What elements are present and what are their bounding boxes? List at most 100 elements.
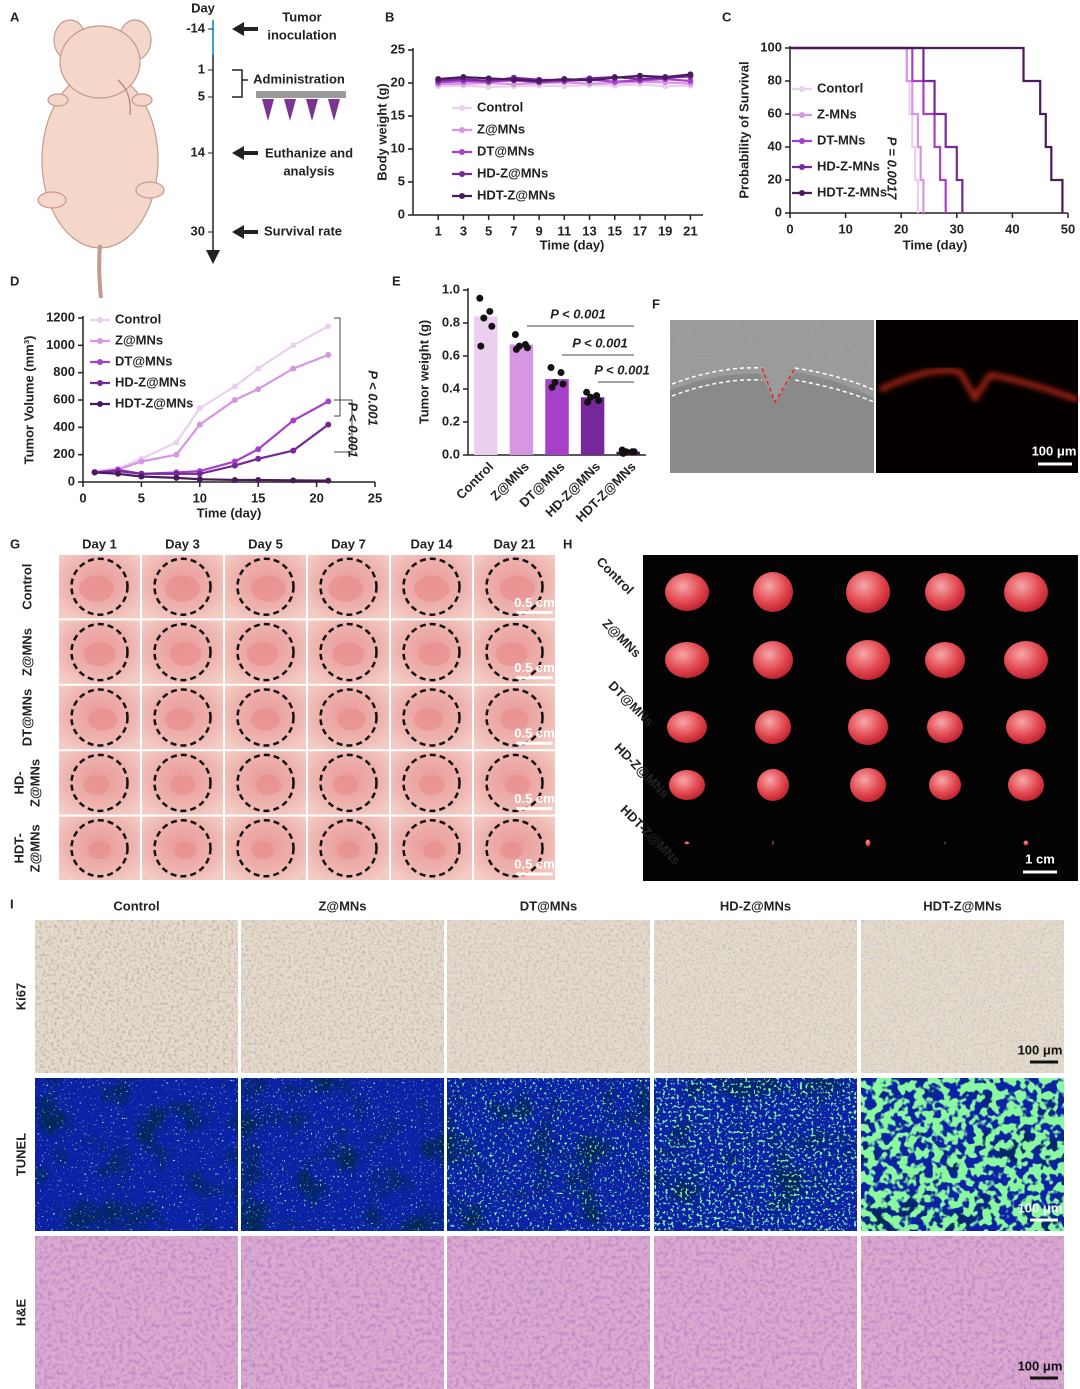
legend-label: DT@MNs xyxy=(477,143,534,158)
x-axis-label: Time (day) xyxy=(540,237,605,252)
row-label: Z@MNs xyxy=(599,616,644,661)
data-point xyxy=(548,383,556,391)
legend-label: Contorl xyxy=(817,80,863,95)
legend-marker xyxy=(459,171,465,177)
legend-marker xyxy=(459,193,465,199)
tumor-bump xyxy=(88,841,111,860)
tumor xyxy=(846,640,890,680)
he-texture xyxy=(447,1236,650,1389)
dashed-circle xyxy=(236,819,295,878)
panel-label: C xyxy=(722,9,732,24)
y-tick-label: 20 xyxy=(768,171,782,186)
point xyxy=(536,78,543,85)
x-tick-label: 0 xyxy=(786,221,793,236)
point xyxy=(231,397,238,403)
event-label: inoculation xyxy=(267,27,336,42)
scale-bar-label: 1 cm xyxy=(1025,851,1055,866)
tumor-bump xyxy=(255,774,282,795)
point xyxy=(255,455,262,462)
dashed-circle xyxy=(402,557,461,616)
point xyxy=(138,473,145,480)
legend-marker xyxy=(799,86,805,92)
dashed-circle xyxy=(153,688,212,747)
tumor-bump xyxy=(328,575,363,602)
point xyxy=(325,398,332,405)
point xyxy=(173,439,180,446)
legend-label: Control xyxy=(115,311,161,326)
event-label: Tumor xyxy=(282,9,321,24)
dashed-circle xyxy=(153,622,212,682)
y-tick-label: 0.0 xyxy=(442,446,460,461)
panel-label: E xyxy=(392,273,401,288)
data-point xyxy=(630,448,638,456)
y-tick-label: 1000 xyxy=(46,337,75,352)
x-tick-label: 10 xyxy=(838,221,852,236)
point xyxy=(325,421,332,428)
p-value: P < 0.001 xyxy=(572,335,628,350)
legend-label: DT@MNs xyxy=(115,353,172,368)
y-tick-label: 1200 xyxy=(46,309,75,324)
legend-label: HDT-Z-MNs xyxy=(817,184,887,199)
tumor-bump xyxy=(504,774,531,795)
dashed-circle xyxy=(153,557,212,616)
y-tick-label: 0.2 xyxy=(442,413,460,428)
tumor-bump xyxy=(423,841,446,860)
y-tick-label: 0 xyxy=(775,204,782,219)
legend-marker xyxy=(97,317,103,323)
he-texture xyxy=(241,1236,444,1389)
data-point xyxy=(595,397,603,405)
point xyxy=(687,71,694,78)
tumor xyxy=(850,768,886,802)
dashed-circle xyxy=(485,753,544,813)
timeline-title: Day xyxy=(191,0,216,15)
x-tick-label: 5 xyxy=(138,490,145,505)
ki67-nuclei xyxy=(861,920,1064,1073)
x-tick-label: 50 xyxy=(1061,221,1075,236)
panel-label: H xyxy=(563,536,572,551)
point xyxy=(636,72,643,79)
dashed-circle xyxy=(319,688,378,747)
x-tick-label: 0 xyxy=(79,490,86,505)
x-tick-label: 15 xyxy=(251,490,265,505)
x-tick-label: 20 xyxy=(309,490,323,505)
tunel-signal xyxy=(35,1078,238,1231)
y-tick-label: 0 xyxy=(68,473,75,488)
tumor-bump xyxy=(332,642,365,667)
tumor-bump xyxy=(414,708,443,731)
point xyxy=(586,77,593,84)
column-header: Control xyxy=(113,898,159,913)
legend-label: HDT-Z@MNs xyxy=(477,187,555,202)
x-tick-label: 17 xyxy=(633,223,647,238)
row-label: DT@MNs xyxy=(19,689,34,746)
panel-label: F xyxy=(652,296,660,311)
y-tick-label: 40 xyxy=(768,138,782,153)
day-label: 1 xyxy=(198,61,205,76)
panel-label: I xyxy=(10,896,14,911)
tumor-bump xyxy=(414,575,449,602)
data-point xyxy=(486,307,494,315)
scale-bar-label: 100 μm xyxy=(1018,1200,1063,1215)
data-point xyxy=(480,314,488,322)
y-tick-label: 600 xyxy=(53,391,75,406)
data-point xyxy=(512,345,520,353)
dashed-circle xyxy=(402,819,461,878)
dashed-circle xyxy=(402,688,461,747)
legend-label: HDT-Z@MNs xyxy=(115,395,193,410)
x-tick-label: 25 xyxy=(368,490,382,505)
p-value: P < 0.001 xyxy=(366,370,381,426)
point xyxy=(196,421,203,428)
dashed-circle xyxy=(153,819,212,878)
day-label: 30 xyxy=(191,223,205,238)
y-tick-label: 0.8 xyxy=(442,314,460,329)
tumor-bump xyxy=(332,774,359,795)
tumor xyxy=(927,711,963,743)
tumor-bump xyxy=(495,642,528,667)
point xyxy=(460,74,467,81)
data-point xyxy=(523,344,531,352)
bar xyxy=(474,316,498,455)
y-tick-label: 1.0 xyxy=(442,281,460,296)
x-tick-label: 40 xyxy=(1005,221,1019,236)
dashed-circle xyxy=(319,557,378,616)
tumor xyxy=(944,841,946,845)
dashed-circle xyxy=(319,753,378,813)
